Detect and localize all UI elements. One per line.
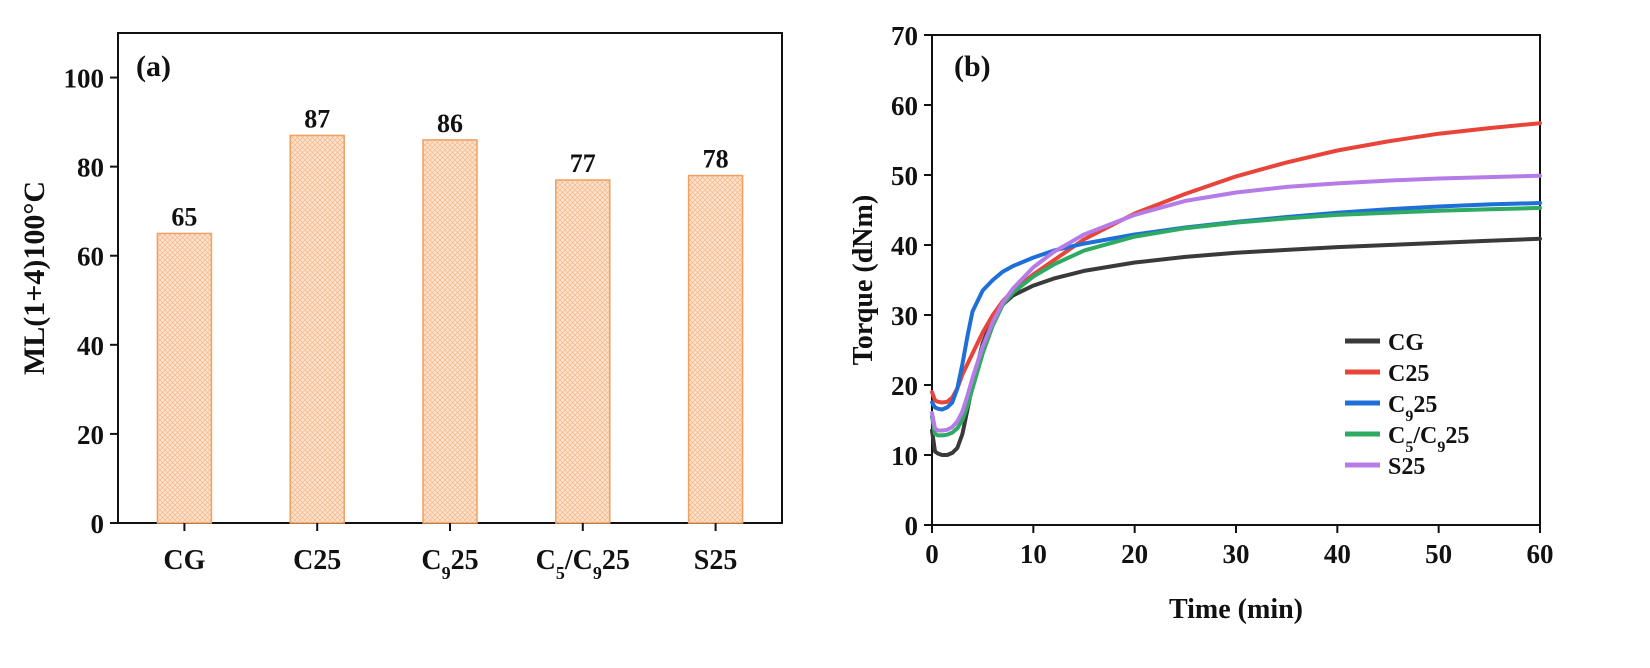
y-tick-label: 40	[77, 331, 104, 361]
bar-chart-y-axis-label: ML(1+4)100°C	[18, 181, 51, 375]
y-tick-label: 100	[64, 64, 105, 94]
bar-chart-bars	[156, 134, 744, 524]
y-tick-label: 50	[891, 161, 918, 191]
bar-value-label: 86	[437, 109, 463, 138]
series-line	[930, 201, 1542, 412]
line-chart-panel: (b) Torque (dNm) Time (min) 0 10 20 30 40 50 6…	[848, 21, 1554, 625]
line-chart-y-axis: 0 10 20 30 40 50 60 70	[891, 21, 932, 541]
legend-label: S25	[1388, 454, 1425, 480]
bar-value-label: 65	[171, 202, 197, 231]
line-chart-x-axis: 0 10 20 30 40 50 60	[925, 525, 1554, 569]
line-chart-x-axis-label: Time (min)	[1169, 594, 1303, 625]
legend-label: C925	[1388, 392, 1437, 425]
x-tick-label: 30	[1223, 539, 1250, 569]
x-tick-label: 10	[1020, 539, 1047, 569]
y-tick-label: 20	[77, 420, 104, 450]
x-tick-label: C25	[293, 545, 341, 576]
y-tick-label: 80	[77, 153, 104, 183]
series-line	[930, 173, 1542, 433]
y-tick-label: 60	[891, 91, 918, 121]
bar-value-label: 87	[304, 104, 330, 133]
x-tick-label: 50	[1425, 539, 1452, 569]
x-tick-label: 20	[1121, 539, 1148, 569]
bar-value-label: 77	[570, 149, 596, 178]
legend-label: CG	[1388, 330, 1424, 356]
bar-value-label: 78	[703, 145, 729, 174]
y-tick-label: 40	[891, 231, 918, 261]
line-chart-panel-label: (b)	[954, 50, 991, 83]
bar	[422, 139, 478, 524]
bar-chart-panel: (a) ML(1+4)100°C 0 20 40 60 80 100 65 87 86 77 78…	[18, 32, 783, 583]
y-tick-label: 10	[891, 441, 918, 471]
y-tick-label: 0	[91, 509, 105, 539]
bar-chart-y-axis: 0 20 40 60 80 100	[64, 64, 118, 539]
x-tick-label: CG	[163, 545, 205, 576]
y-tick-label: 30	[891, 301, 918, 331]
bar	[687, 174, 744, 524]
y-tick-label: 20	[891, 371, 918, 401]
legend-label: C25	[1388, 361, 1429, 387]
y-tick-label: 0	[905, 511, 919, 541]
bar	[289, 134, 345, 524]
line-chart-y-axis-label: Torque (dNm)	[848, 195, 879, 365]
bar	[156, 232, 213, 524]
y-tick-label: 70	[891, 21, 918, 51]
y-tick-label: 60	[77, 242, 104, 272]
x-tick-label: S25	[694, 545, 738, 576]
x-tick-label: C925	[421, 545, 478, 583]
bar-chart-panel-label: (a)	[136, 50, 171, 83]
bar-chart-x-axis: CG C25 C925 C5/C925 S25	[163, 523, 737, 583]
bar-chart-value-labels: 65 87 86 77 78	[171, 104, 728, 231]
x-tick-label: C5/C925	[536, 545, 630, 583]
x-tick-label: 60	[1527, 539, 1554, 569]
legend-label: C5/C925	[1388, 423, 1469, 456]
bar	[555, 179, 611, 524]
x-tick-label: 40	[1324, 539, 1351, 569]
x-tick-label: 0	[925, 539, 939, 569]
line-chart-series	[930, 121, 1542, 457]
